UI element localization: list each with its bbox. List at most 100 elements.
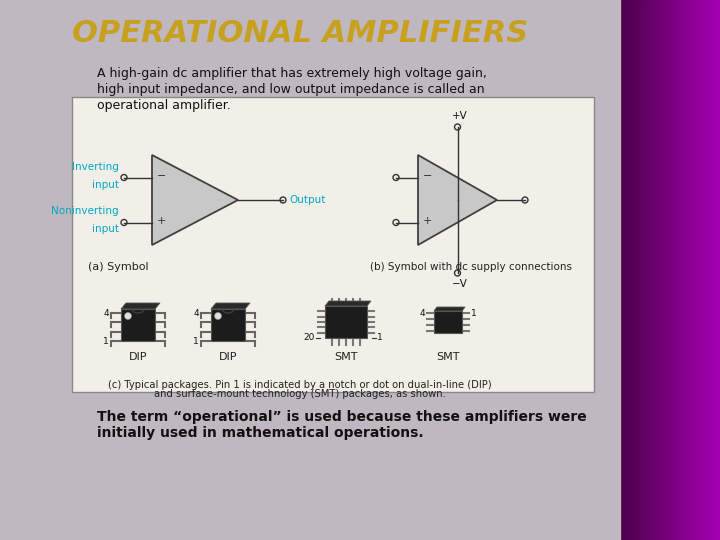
Bar bbox=[637, 0, 640, 540]
Text: The term “operational” is used because these amplifiers were: The term “operational” is used because t… bbox=[97, 410, 587, 424]
Bar bbox=[680, 0, 683, 540]
Text: 4: 4 bbox=[194, 308, 199, 318]
Text: DIP: DIP bbox=[129, 352, 148, 362]
Bar bbox=[626, 0, 629, 540]
Bar bbox=[718, 0, 720, 540]
Bar bbox=[706, 0, 708, 540]
Bar bbox=[674, 0, 676, 540]
Bar bbox=[708, 0, 711, 540]
Bar bbox=[620, 0, 622, 540]
Bar bbox=[629, 0, 631, 540]
Bar bbox=[686, 0, 688, 540]
Text: (a) Symbol: (a) Symbol bbox=[88, 262, 148, 272]
Bar bbox=[652, 0, 654, 540]
Text: operational amplifier.: operational amplifier. bbox=[97, 98, 230, 111]
Polygon shape bbox=[121, 303, 160, 309]
Text: high input impedance, and low output impedance is called an: high input impedance, and low output imp… bbox=[97, 83, 485, 96]
Text: 1: 1 bbox=[471, 308, 477, 318]
Bar bbox=[654, 0, 656, 540]
Text: initially used in mathematical operations.: initially used in mathematical operation… bbox=[97, 426, 423, 440]
Text: 4: 4 bbox=[419, 308, 425, 318]
Text: 4: 4 bbox=[104, 308, 109, 318]
FancyBboxPatch shape bbox=[325, 306, 367, 338]
Bar bbox=[623, 0, 625, 540]
Bar bbox=[690, 0, 692, 540]
Bar bbox=[678, 0, 680, 540]
Bar bbox=[685, 0, 688, 540]
Bar bbox=[681, 0, 683, 540]
Text: 20: 20 bbox=[304, 334, 315, 342]
Text: and surface-mount technology (SMT) packages, as shown.: and surface-mount technology (SMT) packa… bbox=[154, 389, 446, 399]
Bar bbox=[669, 0, 671, 540]
Bar bbox=[713, 0, 715, 540]
Text: Inverting: Inverting bbox=[72, 161, 119, 172]
Text: +V: +V bbox=[451, 111, 467, 121]
Bar bbox=[634, 0, 636, 540]
Bar bbox=[693, 0, 695, 540]
Bar bbox=[625, 0, 627, 540]
Bar bbox=[656, 0, 659, 540]
Text: Output: Output bbox=[289, 195, 325, 205]
Bar bbox=[671, 0, 673, 540]
Text: A high-gain dc amplifier that has extremely high voltage gain,: A high-gain dc amplifier that has extrem… bbox=[97, 66, 487, 79]
Text: (c) Typical packages. Pin 1 is indicated by a notch or dot on dual-in-line (DIP): (c) Typical packages. Pin 1 is indicated… bbox=[108, 380, 492, 390]
Bar bbox=[652, 0, 654, 540]
Bar bbox=[624, 0, 626, 540]
Bar bbox=[701, 0, 703, 540]
FancyBboxPatch shape bbox=[121, 309, 155, 341]
Bar bbox=[703, 0, 705, 540]
Bar bbox=[700, 0, 702, 540]
Bar bbox=[714, 0, 716, 540]
Bar bbox=[630, 0, 632, 540]
Bar bbox=[645, 0, 647, 540]
Bar bbox=[698, 0, 700, 540]
Bar bbox=[675, 0, 678, 540]
Bar bbox=[676, 0, 678, 540]
FancyBboxPatch shape bbox=[72, 97, 594, 392]
Text: DIP: DIP bbox=[219, 352, 238, 362]
Bar bbox=[715, 0, 717, 540]
Bar bbox=[672, 0, 675, 540]
Bar bbox=[636, 0, 639, 540]
Bar bbox=[659, 0, 661, 540]
Bar bbox=[698, 0, 701, 540]
Text: input: input bbox=[92, 179, 119, 190]
Polygon shape bbox=[434, 307, 465, 311]
Bar bbox=[640, 0, 642, 540]
Bar bbox=[691, 0, 693, 540]
Bar bbox=[688, 0, 690, 540]
Bar bbox=[694, 0, 696, 540]
Bar bbox=[684, 0, 686, 540]
Bar bbox=[660, 0, 662, 540]
Text: −V: −V bbox=[451, 279, 467, 289]
Bar bbox=[631, 0, 634, 540]
FancyBboxPatch shape bbox=[434, 311, 462, 333]
Text: +: + bbox=[423, 217, 433, 226]
Bar bbox=[0, 0, 620, 540]
Bar bbox=[679, 0, 681, 540]
Bar bbox=[635, 0, 637, 540]
Bar bbox=[628, 0, 630, 540]
Bar bbox=[716, 0, 719, 540]
Bar bbox=[647, 0, 649, 540]
Bar bbox=[642, 0, 644, 540]
Text: SMT: SMT bbox=[436, 352, 460, 362]
Bar bbox=[666, 0, 668, 540]
Bar bbox=[661, 0, 664, 540]
Bar bbox=[665, 0, 667, 540]
Bar bbox=[647, 0, 649, 540]
Bar bbox=[670, 0, 672, 540]
Bar bbox=[621, 0, 624, 540]
Polygon shape bbox=[325, 301, 371, 306]
Circle shape bbox=[215, 313, 222, 320]
Text: 1: 1 bbox=[103, 336, 109, 346]
Text: −: − bbox=[423, 172, 433, 181]
Text: input: input bbox=[92, 225, 119, 234]
Bar bbox=[650, 0, 652, 540]
Polygon shape bbox=[418, 155, 497, 245]
Bar bbox=[689, 0, 691, 540]
Bar bbox=[667, 0, 670, 540]
Bar bbox=[711, 0, 714, 540]
Bar bbox=[632, 0, 635, 540]
Bar bbox=[705, 0, 707, 540]
